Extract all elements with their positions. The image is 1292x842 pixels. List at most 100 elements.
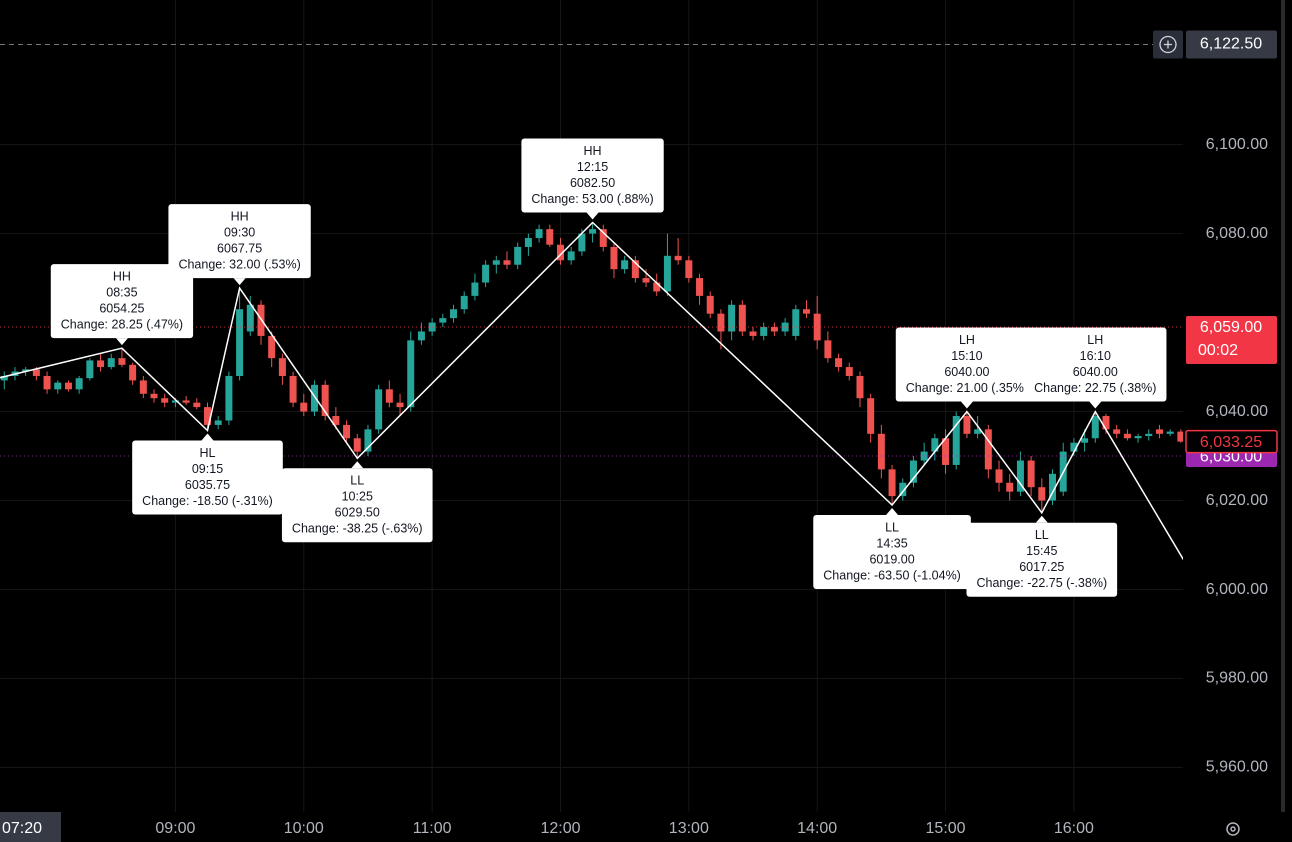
price-tag-label: 6,122.50	[1200, 36, 1262, 53]
add-button[interactable]	[1153, 30, 1183, 59]
candle-body	[824, 340, 832, 359]
pivot-price: 6017.25	[1019, 560, 1064, 574]
candle-body	[1016, 460, 1024, 492]
pivot-box	[168, 204, 311, 279]
pivot-pointer	[1035, 515, 1048, 523]
candle-body	[75, 378, 83, 390]
candle-body	[1027, 460, 1035, 488]
candle-body	[610, 246, 618, 270]
candle-body	[439, 318, 447, 323]
pivot-type: HL	[200, 446, 216, 460]
candle-body	[1081, 438, 1089, 443]
pivot-type: HH	[231, 209, 249, 223]
add-button-icon[interactable]	[1159, 35, 1177, 54]
add-button-plus[interactable]	[1164, 40, 1172, 49]
candle-body	[599, 229, 607, 247]
candle-body	[257, 304, 265, 336]
pivot-label: HL 09:15 6035.75 Change: -18.50 (-.31%)	[132, 433, 283, 515]
pivot-change: Change: -63.50 (-1.04%)	[823, 568, 961, 582]
pivot-time: 09:30	[224, 225, 255, 239]
pivot-type: LL	[1035, 528, 1049, 542]
candle-body	[450, 309, 458, 319]
candle-body	[385, 389, 393, 403]
pivot-price: 6035.75	[185, 478, 230, 492]
pivot-box	[50, 264, 194, 339]
gear[interactable]	[1226, 822, 1240, 836]
pivot-label: LH 16:10 6040.00 Change: 22.75 (.38%)	[1024, 327, 1167, 409]
candle-body	[1134, 436, 1142, 439]
pivot-change: Change: 32.00 (.53%)	[178, 257, 300, 271]
candle-body	[877, 433, 885, 470]
pivot-label: LH 15:10 6040.00 Change: 21.00 (.35%)	[895, 327, 1039, 409]
y-tick-label: 6,080.00	[1206, 225, 1268, 242]
candle-body	[482, 264, 490, 283]
pivot-price: 6040.00	[1073, 365, 1118, 379]
pivot-time: 16:10	[1080, 349, 1111, 363]
candle-body	[535, 229, 543, 239]
candle-body	[310, 384, 318, 412]
candle-body	[129, 364, 137, 381]
candle-body	[663, 255, 671, 292]
price-tag-label: 6,059.00	[1200, 319, 1262, 336]
candle-body	[1155, 429, 1163, 434]
candle-body	[706, 295, 714, 314]
candle-body	[802, 309, 810, 314]
pivot-price: 6054.25	[99, 301, 144, 315]
pivot-label: HH 08:35 6054.25 Change: 28.25 (.47%)	[50, 264, 194, 346]
candle-body	[621, 260, 629, 270]
pivot-pointer	[960, 401, 973, 409]
candle-body	[995, 469, 1003, 483]
candle-body	[952, 416, 960, 465]
x-tick-label: 10:00	[284, 820, 324, 837]
candle-body	[781, 322, 789, 332]
candle-body	[107, 358, 115, 368]
y-tick-label: 5,960.00	[1206, 759, 1268, 776]
candle-body	[738, 304, 746, 332]
candle-body	[589, 229, 597, 234]
pivot-change: Change: 21.00 (.35%)	[906, 381, 1028, 395]
candle-body	[631, 260, 639, 279]
candle-body	[717, 313, 725, 332]
candle-body	[278, 358, 286, 376]
candle-body	[161, 398, 169, 403]
pivot-pointer	[586, 212, 599, 220]
price-tag	[1186, 316, 1277, 365]
y-tick-label: 6,000.00	[1206, 581, 1268, 598]
y-tick-label: 5,980.00	[1206, 670, 1268, 687]
pivot-label: LL 15:45 6017.25 Change: -22.75 (-.38%)	[966, 515, 1118, 597]
x-tick-label: 09:00	[155, 820, 195, 837]
candle-body	[417, 331, 425, 341]
pivot-time: 08:35	[106, 285, 137, 299]
candle-body	[578, 233, 586, 252]
candle-body	[407, 340, 415, 408]
candle-body	[984, 429, 992, 470]
pivot-box	[132, 440, 283, 515]
candle-body	[931, 438, 939, 452]
pivot-change: Change: 28.25 (.47%)	[61, 317, 183, 331]
candle-body	[674, 255, 682, 261]
candle-body	[396, 402, 404, 408]
candle-body	[225, 375, 233, 421]
candle-body	[845, 367, 853, 376]
gear-hub[interactable]	[1230, 826, 1236, 832]
pivot-change: Change: -38.25 (-.63%)	[292, 522, 423, 536]
x-tick-label: 11:00	[413, 820, 452, 837]
pivot-time: 10:25	[342, 490, 373, 504]
pivot-change: Change: -22.75 (-.38%)	[976, 576, 1107, 590]
pivot-pointer	[1089, 401, 1102, 409]
x-tick-label: 13:00	[669, 820, 709, 837]
candle-body	[86, 360, 94, 379]
candle-body	[1049, 473, 1057, 501]
pivot-type: LL	[885, 520, 899, 534]
settings-icon[interactable]	[1226, 822, 1240, 836]
candle-body	[835, 358, 843, 368]
candle-body	[1145, 433, 1153, 437]
pivot-change: Change: -18.50 (-.31%)	[142, 494, 273, 508]
x-tick-label: 14:00	[797, 820, 837, 837]
y-tick-label: 6,040.00	[1206, 403, 1268, 420]
candle-body	[1166, 431, 1174, 434]
candle-body	[1113, 429, 1121, 434]
price-tag-label: 6,033.25	[1200, 434, 1262, 451]
pivot-time: 15:10	[951, 349, 982, 363]
pivot-label: LL 10:25 6029.50 Change: -38.25 (-.63%)	[281, 461, 433, 543]
